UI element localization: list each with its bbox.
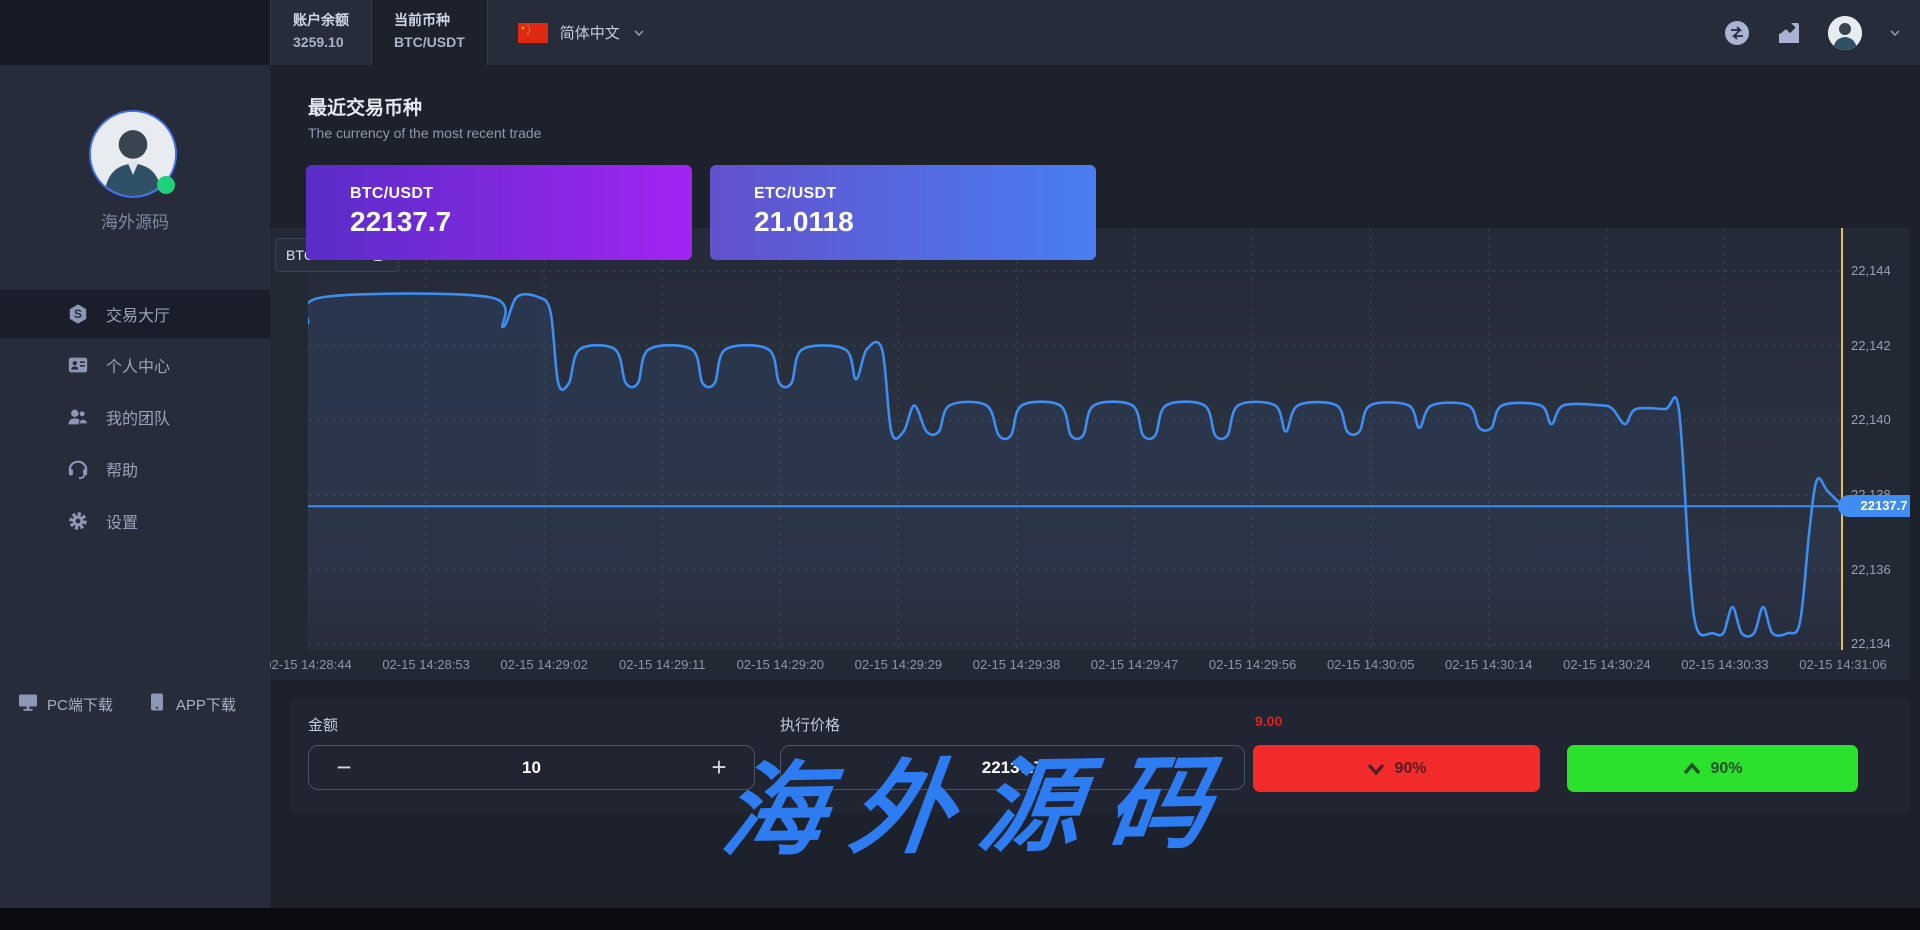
chart-plot-area: [304, 228, 1845, 650]
pair-value: BTC/USDT: [394, 34, 465, 50]
chevron-down-icon[interactable]: [1888, 26, 1902, 40]
sidebar-item-1[interactable]: S 交易大厅: [0, 289, 270, 339]
chevron-up-icon: [1684, 761, 1701, 774]
sidebar-top-corner: [0, 0, 270, 65]
profile-card-icon: [66, 353, 90, 377]
support-icon: [66, 457, 90, 481]
amount-value[interactable]: 10: [522, 757, 541, 777]
sidebar-item-label: 帮助: [106, 463, 139, 480]
countdown-value: 9.00: [1255, 713, 1283, 729]
online-status-dot: [157, 176, 175, 194]
chevron-down-icon: [634, 29, 644, 36]
increase-amount-button[interactable]: +: [711, 752, 727, 782]
person-silhouette-icon: [91, 112, 175, 196]
sidebar-item-label: 交易大厅: [106, 308, 171, 325]
gear-icon: [66, 509, 90, 533]
topbar-avatar[interactable]: [1828, 15, 1862, 50]
sidebar-item-2[interactable]: 个人中心: [0, 339, 270, 391]
x-axis-tick-label: 02-15 14:29:56: [1208, 657, 1297, 672]
china-flag-icon: [517, 22, 548, 43]
x-axis-tick-label: 02-15 14:28:44: [264, 657, 352, 672]
account-balance-cell: 账户余额 3259.10: [270, 0, 372, 65]
y-axis-tick-label: 22,134: [1851, 636, 1891, 652]
sidebar-item-label: 个人中心: [106, 359, 171, 376]
x-axis-tick-label: 02-15 14:30:05: [1326, 657, 1415, 672]
download-links: PC端下载 APP下载: [0, 692, 270, 716]
x-axis-tick-label: 02-15 14:31:06: [1799, 657, 1887, 672]
buy-percent-label: 90%: [1710, 759, 1743, 777]
x-axis-tick-label: 02-15 14:29:20: [736, 657, 825, 672]
series-area-fill: [305, 293, 1844, 650]
card-pair-price: 21.0118: [754, 206, 854, 237]
sidebar-item-label: 我的团队: [106, 411, 171, 428]
balance-value: 3259.10: [293, 34, 344, 50]
team-icon: [66, 405, 90, 429]
market-chart-icon[interactable]: [1776, 20, 1802, 46]
x-axis-tick-label: 02-15 14:30:14: [1445, 657, 1533, 672]
current-pair-cell[interactable]: 当前币种 BTC/USDT: [372, 0, 488, 65]
person-silhouette-icon: [1828, 15, 1862, 50]
x-axis-tick-label: 02-15 14:30:24: [1563, 657, 1651, 672]
price-chart: BTC/USDT 22137.7 22,14422,14222,14022,13…: [253, 228, 1910, 680]
chart-canvas[interactable]: [304, 228, 1845, 650]
download-label: PC端下载: [47, 696, 113, 714]
card-pair-label: BTC/USDT: [350, 185, 434, 202]
sidebar: 海外源码 S 交易大厅 个人中心 我的团队 帮助 设置 PC端下载 APP下载: [0, 0, 270, 908]
amount-label: 金额: [308, 717, 339, 734]
y-axis-tick-label: 22,142: [1851, 337, 1891, 353]
decrease-amount-button[interactable]: −: [336, 752, 352, 782]
card-pair-price: 22137.7: [350, 206, 452, 237]
sidebar-menu: S 交易大厅 个人中心 我的团队 帮助 设置: [0, 289, 270, 547]
x-axis-tick-label: 02-15 14:29:38: [972, 657, 1061, 672]
phone-icon: [147, 692, 167, 716]
x-axis-tick-label: 02-15 14:29:29: [854, 657, 943, 672]
transfer-icon[interactable]: [1724, 20, 1750, 46]
page-subtitle: The currency of the most recent trade: [308, 125, 542, 141]
order-controls-panel: 金额 执行价格 9.00 − 10 + 90% 90%: [290, 700, 1910, 812]
buy-up-button[interactable]: 90%: [1567, 745, 1858, 792]
avatar-photo: [89, 110, 177, 198]
bottom-strip: [0, 908, 1920, 930]
language-label: 简体中文: [559, 25, 620, 42]
y-axis-tick-label: 22,144: [1851, 262, 1891, 278]
y-axis-tick-label: 22,136: [1851, 561, 1891, 577]
sell-percent-label: 90%: [1394, 759, 1427, 777]
topbar: 账户余额 3259.10 当前币种 BTC/USDT 简体中文: [270, 0, 1920, 65]
price-series-line: [304, 292, 1845, 638]
download-link[interactable]: PC端下载: [18, 692, 113, 716]
card-pair-label: ETC/USDT: [754, 185, 837, 202]
recent-pair-card-btc[interactable]: BTC/USDT 22137.7: [306, 165, 692, 260]
sidebar-item-5[interactable]: 设置: [0, 495, 270, 547]
x-axis-tick-label: 02-15 14:28:53: [382, 657, 470, 672]
sidebar-item-3[interactable]: 我的团队: [0, 391, 270, 443]
price-label: 执行价格: [780, 717, 841, 734]
balance-label: 账户余额: [293, 12, 349, 28]
current-price-badge: 22137.7: [1838, 495, 1910, 518]
x-axis-tick-label: 02-15 14:29:47: [1090, 657, 1179, 672]
execution-price-input[interactable]: [780, 745, 1245, 790]
sidebar-username: 海外源码: [101, 213, 169, 232]
amount-stepper: − 10 +: [308, 745, 755, 790]
sidebar-item-label: 设置: [106, 515, 139, 532]
sell-down-button[interactable]: 90%: [1253, 745, 1540, 792]
x-axis-tick-label: 02-15 14:30:33: [1681, 657, 1769, 672]
sidebar-item-4[interactable]: 帮助: [0, 443, 270, 495]
recent-pair-card-etc[interactable]: ETC/USDT 21.0118: [710, 165, 1096, 260]
download-label: APP下载: [175, 696, 236, 714]
pair-label: 当前币种: [394, 12, 450, 28]
monitor-icon: [18, 692, 38, 716]
topbar-actions: [1724, 0, 1902, 65]
svg-text:S: S: [74, 307, 82, 321]
trade-hall-icon: S: [66, 302, 90, 326]
chevron-down-icon: [1368, 763, 1385, 776]
x-axis-tick-label: 02-15 14:29:02: [500, 657, 588, 672]
download-link[interactable]: APP下载: [147, 692, 236, 716]
user-avatar[interactable]: [89, 110, 177, 198]
x-axis-tick-label: 02-15 14:29:11: [618, 657, 706, 672]
y-axis-tick-label: 22,140: [1851, 412, 1891, 428]
page-title: 最近交易币种: [308, 98, 423, 119]
language-selector[interactable]: 简体中文: [488, 0, 656, 65]
